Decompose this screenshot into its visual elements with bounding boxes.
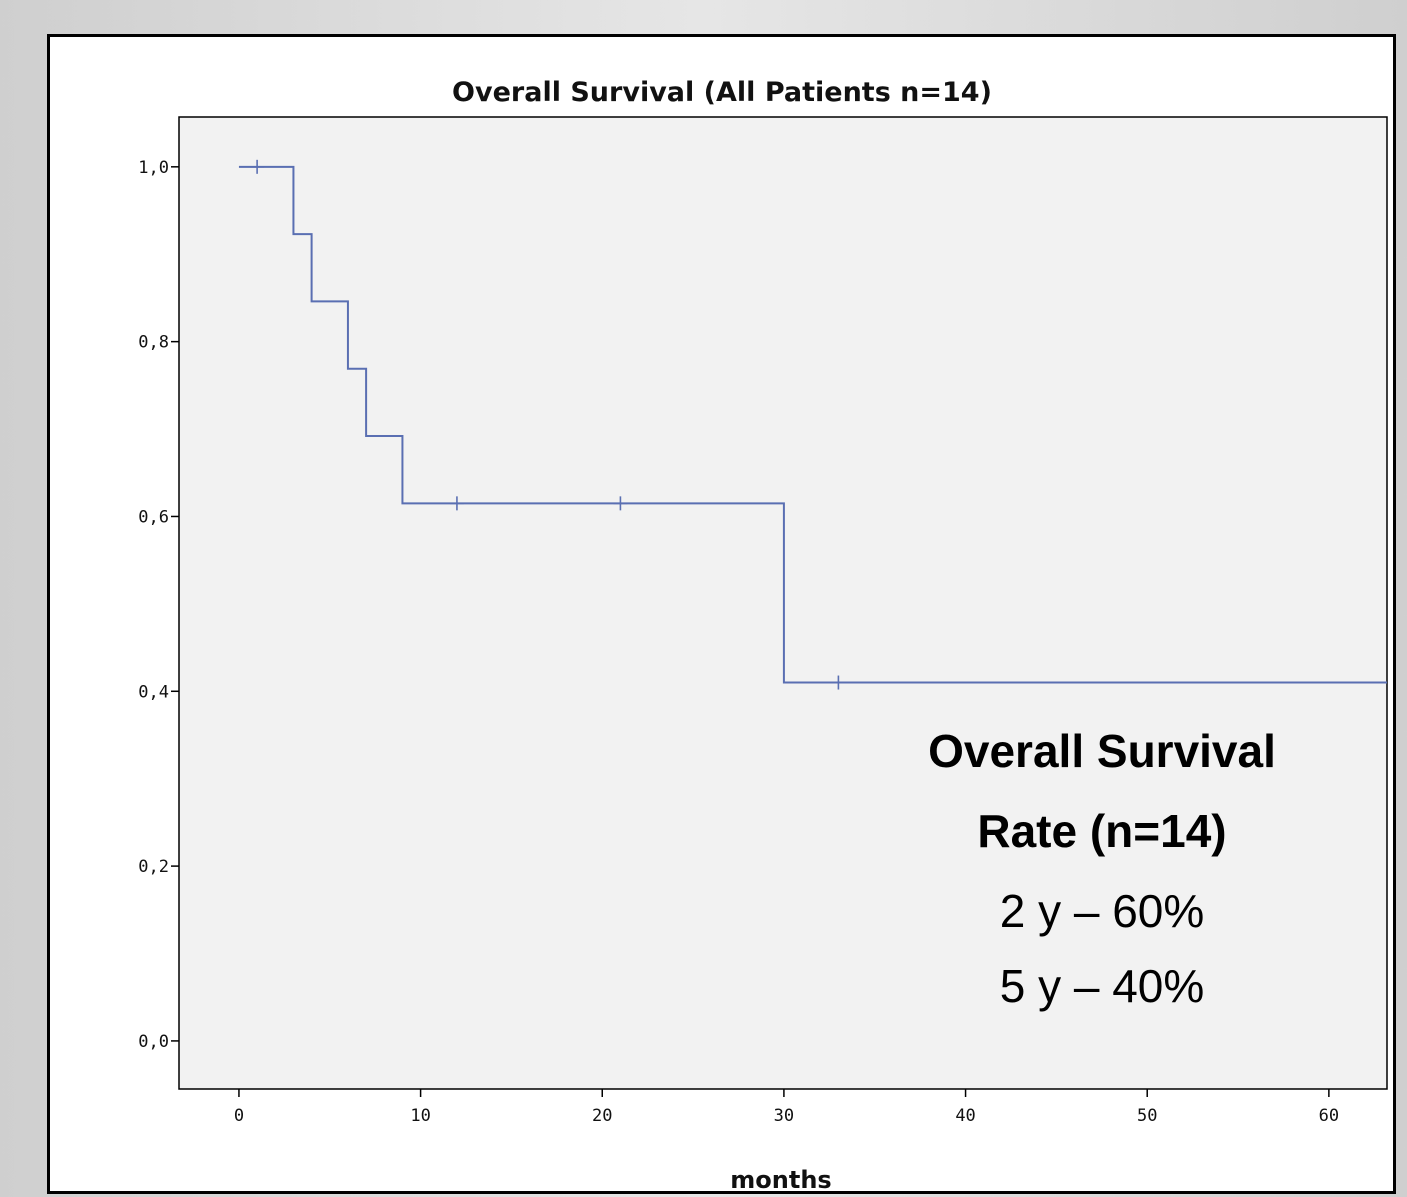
annotation-line-2: Rate (n=14) bbox=[977, 805, 1226, 857]
annotation-line-3: 2 y – 60% bbox=[1000, 885, 1205, 937]
x-tick-label: 60 bbox=[1319, 1106, 1339, 1126]
series-layer bbox=[238, 159, 1387, 690]
x-tick-label: 20 bbox=[592, 1106, 612, 1126]
survival-step-line bbox=[238, 165, 1387, 684]
y-tick-label: 0,6 bbox=[138, 507, 169, 527]
survival-rate-annotation: Overall Survival Rate (n=14) 2 y – 60% 5… bbox=[928, 725, 1276, 1012]
chart-title: Overall Survival (All Patients n=14) bbox=[452, 77, 992, 108]
y-tick-label: 0,0 bbox=[138, 1032, 169, 1052]
annotation-line-1: Overall Survival bbox=[928, 725, 1276, 777]
y-tick-label: 1,0 bbox=[138, 158, 169, 178]
x-tick-label: 50 bbox=[1137, 1106, 1157, 1126]
figure-frame: Overall Survival (All Patients n=14) 0,0… bbox=[47, 34, 1396, 1194]
censor-mark bbox=[449, 496, 464, 511]
x-tick-label: 0 bbox=[234, 1106, 244, 1126]
y-axis: 0,0 0,2 0,4 0,6 0,8 1,0 bbox=[138, 158, 179, 1052]
censor-mark bbox=[613, 496, 628, 511]
x-axis-label: months bbox=[730, 1166, 831, 1194]
annotation-line-4: 5 y – 40% bbox=[1000, 960, 1205, 1012]
x-tick-label: 40 bbox=[955, 1106, 975, 1126]
x-axis: 0 10 20 30 40 50 60 bbox=[234, 1089, 1339, 1126]
y-tick-label: 0,8 bbox=[138, 333, 169, 353]
y-tick-label: 0,2 bbox=[138, 857, 169, 877]
x-tick-label: 30 bbox=[774, 1106, 794, 1126]
censor-mark bbox=[831, 675, 846, 690]
x-tick-label: 10 bbox=[410, 1106, 430, 1126]
y-tick-label: 0,4 bbox=[138, 682, 169, 702]
survival-chart: Overall Survival (All Patients n=14) 0,0… bbox=[138, 77, 1388, 1194]
censor-mark bbox=[250, 159, 265, 174]
